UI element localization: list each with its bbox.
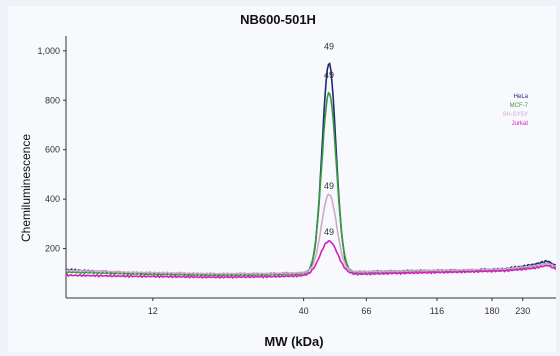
y-tick-label: 1,000: [37, 46, 60, 56]
y-tick-label: 600: [45, 145, 60, 155]
legend-entry-jurkat: Jurkat: [512, 121, 529, 127]
x-tick-label: 66: [361, 306, 371, 316]
legend-entry-hela: HeLa: [514, 94, 529, 100]
y-tick-label: 400: [45, 194, 60, 204]
peak-label: 49: [324, 227, 334, 237]
series-line-jurkat: [65, 240, 556, 279]
x-axis-label: MW (kDa): [264, 334, 323, 349]
y-axis-label: Chemiluminescence: [19, 134, 33, 242]
y-tick-label: 800: [45, 95, 60, 105]
legend-entry-mcf-7: MCF-7: [510, 103, 529, 109]
peak-label: 49: [324, 181, 334, 191]
series-line-sh-sy5y: [65, 193, 556, 276]
chart-title: NB600-501H: [240, 12, 316, 27]
chart-svg: NB600-501H Chemiluminescence MW (kDa) 20…: [19, 12, 556, 349]
series-line-mcf-7: [65, 91, 556, 278]
series-line-hela: [65, 62, 556, 277]
x-tick-label: 40: [299, 306, 309, 316]
x-tick-label: 230: [515, 306, 530, 316]
peak-label: 49: [324, 42, 334, 52]
y-tick-label: 200: [45, 244, 60, 254]
x-tick-label: 180: [485, 306, 500, 316]
peak-label: 49: [324, 70, 334, 80]
x-tick-label: 12: [148, 306, 158, 316]
legend: HeLa MCF-7 SH-SY5Y Jurkat: [502, 94, 528, 127]
x-tick-label: 116: [430, 306, 444, 316]
plot-area: 200 400 600 800 1,000 12 40 66 116 180 230 49 49 49 49: [37, 36, 556, 316]
chart-container: NB600-501H Chemiluminescence MW (kDa) 20…: [8, 6, 556, 352]
legend-entry-sh-sy5y: SH-SY5Y: [502, 112, 528, 118]
